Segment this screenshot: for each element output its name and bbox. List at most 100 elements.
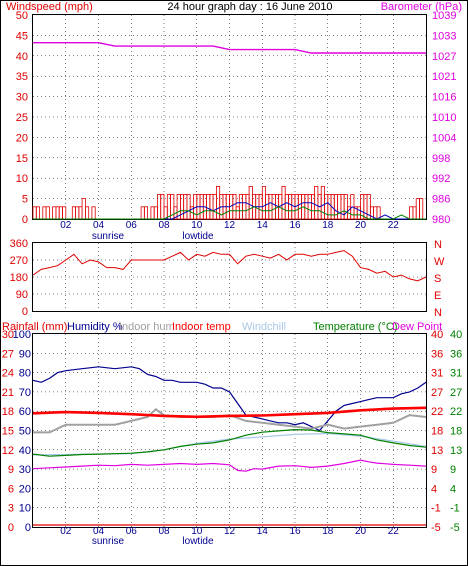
temp-tick-b-9: 9 xyxy=(450,464,456,476)
x-event-sunrise: sunrise xyxy=(92,231,125,242)
rain-tick-6: 6 xyxy=(8,483,14,495)
wind-x-tick-18: 18 xyxy=(322,220,334,231)
direction-tick-270: 270 xyxy=(10,255,28,267)
temp-tick-a-22: 22 xyxy=(431,406,443,418)
temp-x-tick-02: 02 xyxy=(60,526,72,537)
temp-tick-b-4: 4 xyxy=(450,483,456,495)
temp-tick-a--1: -1 xyxy=(431,503,441,515)
rain-tick-3: 3 xyxy=(8,503,14,515)
average-line xyxy=(33,206,426,220)
dew-point-line xyxy=(32,459,427,472)
direction-panel-frame xyxy=(32,242,427,312)
direction-tick-0: 0 xyxy=(22,306,28,318)
temp-x-tick-06: 06 xyxy=(126,526,138,537)
wind-x-tick-02: 02 xyxy=(60,220,72,231)
humidity-tick-20: 20 xyxy=(19,483,31,495)
humidity-tick-100: 100 xyxy=(13,329,31,341)
windspeed-tick-20: 20 xyxy=(16,132,28,144)
temp-tick-a-18: 18 xyxy=(431,426,443,438)
wind-x-tick-20: 20 xyxy=(355,220,367,231)
temperature-panel-frame xyxy=(32,333,427,528)
rain-tick-27: 27 xyxy=(2,348,14,360)
humidity-tick-10: 10 xyxy=(19,503,31,515)
wind-direction-line xyxy=(32,250,427,282)
humidity-tick-30: 30 xyxy=(19,464,31,476)
barometer-tick-1010: 1010 xyxy=(432,112,456,124)
windspeed-tick-30: 30 xyxy=(16,92,28,104)
barometer-tick-992: 992 xyxy=(432,173,450,185)
temp-x-tick-20: 20 xyxy=(355,526,367,537)
temp-x-tick-18: 18 xyxy=(322,526,334,537)
temp-tick-a-4: 4 xyxy=(431,483,437,495)
compass-tick-W: W xyxy=(434,256,445,268)
wind-x-tick-10: 10 xyxy=(191,220,203,231)
legend-temperature: Temperature (°C) xyxy=(313,321,397,333)
legend-rainfall: Rainfall (mm) xyxy=(2,321,67,333)
barometer-tick-1033: 1033 xyxy=(432,30,456,42)
wind-x-tick-12: 12 xyxy=(224,220,236,231)
compass-tick-S: S xyxy=(434,273,441,285)
windspeed-tick-35: 35 xyxy=(16,71,28,83)
rain-tick-9: 9 xyxy=(8,464,14,476)
temp-tick-a--5: -5 xyxy=(431,522,441,534)
temp-tick-a-31: 31 xyxy=(431,368,443,380)
temp-tick-b-40: 40 xyxy=(450,329,462,341)
temp-x-tick-16: 16 xyxy=(289,526,301,537)
humidity-tick-80: 80 xyxy=(19,368,31,380)
temp-tick-b-22: 22 xyxy=(450,406,462,418)
rain-tick-30: 30 xyxy=(2,329,14,341)
temp-x-tick-10: 10 xyxy=(191,526,203,537)
temp-tick-b--5: -5 xyxy=(450,522,460,534)
rain-tick-12: 12 xyxy=(2,445,14,457)
x-event-sunrise-bottom: sunrise xyxy=(92,536,125,547)
humidity-tick-60: 60 xyxy=(19,406,31,418)
wind-x-tick-16: 16 xyxy=(289,220,301,231)
compass-tick-E: E xyxy=(434,290,441,302)
direction-tick-90: 90 xyxy=(16,289,28,301)
temperature-c-line xyxy=(32,428,427,457)
temp-x-tick-22: 22 xyxy=(388,526,400,537)
indoor-temp-line xyxy=(32,406,427,419)
rain-tick-21: 21 xyxy=(2,387,14,399)
windspeed-tick-40: 40 xyxy=(16,51,28,63)
wind-panel-frame xyxy=(32,14,427,220)
barometer-axis-label: Barometer (hPa) xyxy=(381,1,462,13)
barometer-tick-986: 986 xyxy=(432,194,450,206)
legend-windchill: Windchill xyxy=(242,321,286,333)
humidity-tick-70: 70 xyxy=(19,387,31,399)
temp-tick-a-36: 36 xyxy=(431,348,443,360)
rain-tick-18: 18 xyxy=(2,406,14,418)
barometer-tick-1039: 1039 xyxy=(432,10,456,22)
rain-tick-15: 15 xyxy=(2,426,14,438)
barometer-hpa-line xyxy=(33,42,426,54)
temp-x-tick-08: 08 xyxy=(158,526,170,537)
compass-tick-N: N xyxy=(434,239,442,251)
windspeed-tick-5: 5 xyxy=(22,194,28,206)
temp-tick-b-31: 31 xyxy=(450,368,462,380)
windspeed-tick-25: 25 xyxy=(16,112,28,124)
wind-x-tick-04: 04 xyxy=(93,220,105,231)
windspeed-tick-0: 0 xyxy=(22,214,28,226)
temp-tick-b-13: 13 xyxy=(450,445,462,457)
barometer-tick-1021: 1021 xyxy=(432,71,456,83)
windspeed-tick-45: 45 xyxy=(16,30,28,42)
direction-tick-360: 360 xyxy=(10,238,28,250)
humidity-tick-0: 0 xyxy=(25,522,31,534)
temp-tick-b-18: 18 xyxy=(450,426,462,438)
barometer-tick-1016: 1016 xyxy=(432,92,456,104)
legend-indoor-temp: Indoor temp xyxy=(172,321,231,333)
wind-x-tick-06: 06 xyxy=(126,220,138,231)
barometer-tick-998: 998 xyxy=(432,153,450,165)
chart-title: 24 hour graph day : 16 June 2010 xyxy=(167,1,332,13)
windspeed-tick-50: 50 xyxy=(16,10,28,22)
windspeed-tick-10: 10 xyxy=(16,173,28,185)
temp-x-tick-14: 14 xyxy=(257,526,269,537)
humidity-tick-50: 50 xyxy=(19,426,31,438)
humidity-tick-40: 40 xyxy=(19,445,31,457)
temp-tick-a-40: 40 xyxy=(431,329,443,341)
windspeed-tick-15: 15 xyxy=(16,153,28,165)
legend-indoor-hum: Indoor hum xyxy=(119,321,175,333)
barometer-tick-980: 980 xyxy=(432,214,450,226)
